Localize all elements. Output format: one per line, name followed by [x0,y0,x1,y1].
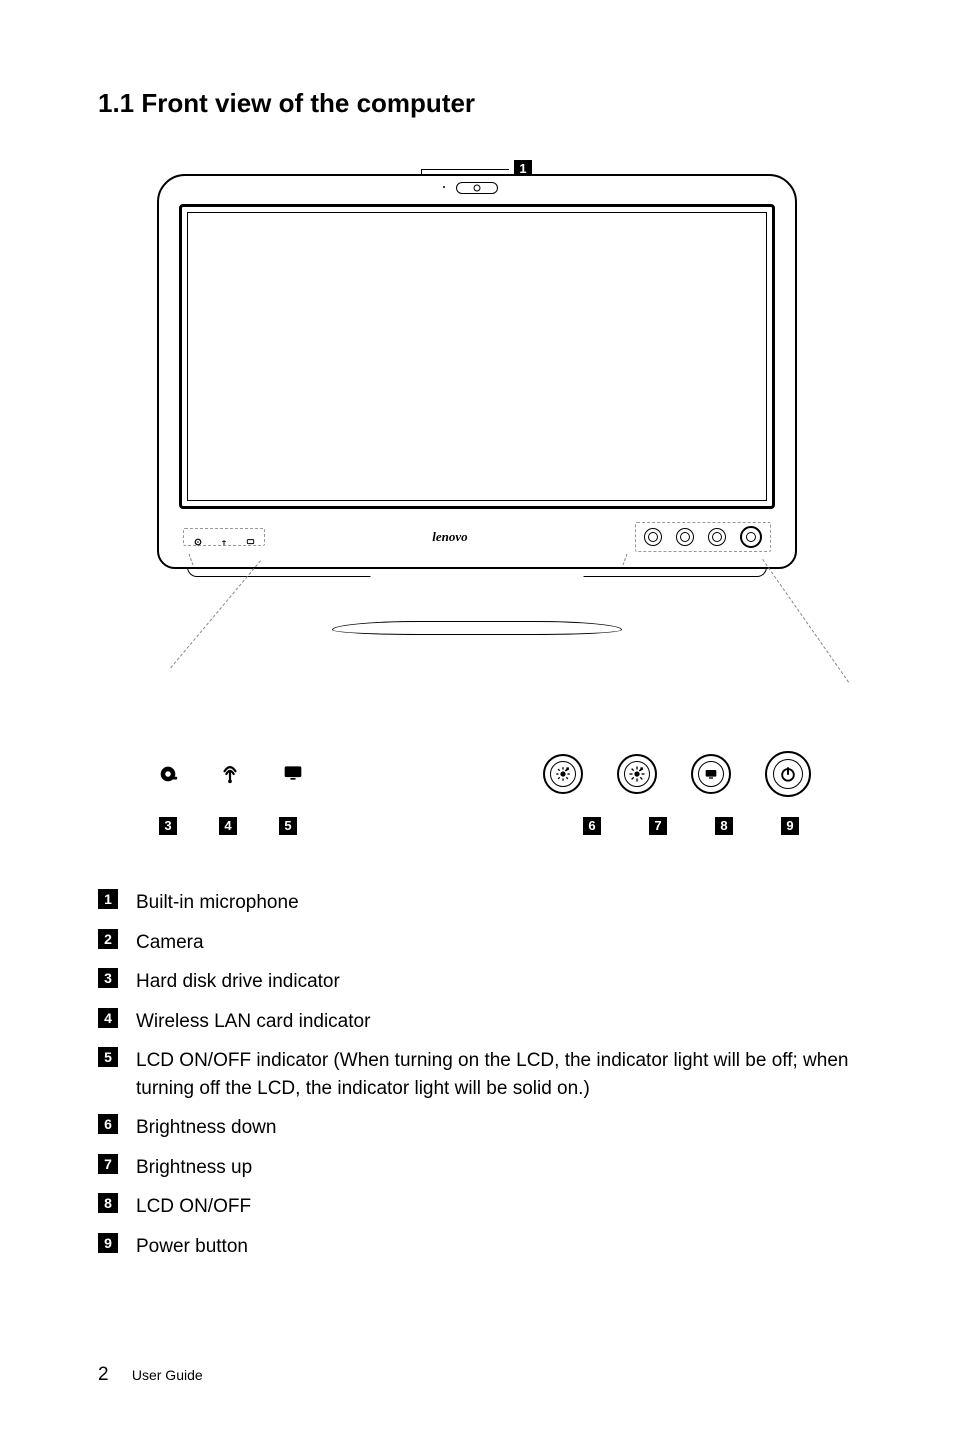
brightness-up-icon [617,754,657,794]
brightness-down-button-icon [644,528,662,546]
legend-text: Hard disk drive indicator [136,968,340,996]
hdd-indicator-icon [194,533,202,541]
callout-7: 7 [649,817,667,835]
callout-6: 6 [583,817,601,835]
left-indicator-group [183,528,265,546]
detail-icon-row [127,741,827,807]
legend-text: Brightness up [136,1154,252,1182]
legend-text: Brightness down [136,1114,276,1142]
right-button-group [635,522,771,552]
screen-bezel [179,204,775,509]
lcd-onoff-button-icon [708,528,726,546]
legend-text: Power button [136,1233,248,1261]
brightness-down-icon [543,754,583,794]
page-number: 2 [98,1364,109,1385]
legend-num: 6 [98,1114,118,1134]
monitor-area: lenovo [127,159,827,719]
callout-3: 3 [159,817,177,835]
callout-9: 9 [781,817,799,835]
legend-list: 1 Built-in microphone 2 Camera 3 Hard di… [98,889,856,1260]
legend-item: 3 Hard disk drive indicator [98,968,856,996]
stand-base [332,621,622,635]
callout-row-right: 6 7 8 9 [583,817,817,835]
legend-num: 9 [98,1233,118,1253]
callout-4: 4 [219,817,237,835]
power-button-icon [740,526,762,548]
monitor-body: lenovo [157,174,797,569]
legend-text: LCD ON/OFF [136,1193,251,1221]
callout-row-left: 3 4 5 [137,817,297,835]
callout-number-row: 3 4 5 6 7 8 9 [127,817,827,835]
front-view-diagram: 1 2 [127,159,827,835]
legend-num: 4 [98,1008,118,1028]
legend-num: 3 [98,968,118,988]
power-icon [765,751,811,797]
legend-num: 7 [98,1154,118,1174]
legend-text: Wireless LAN card indicator [136,1008,370,1036]
projection-line [762,559,849,682]
page-footer: 2 User Guide [98,1364,203,1386]
legend-item: 6 Brightness down [98,1114,856,1142]
page: 1.1 Front view of the computer 1 2 [0,0,954,1452]
footer-label: User Guide [132,1367,203,1383]
legend-text: Camera [136,929,204,957]
legend-item: 1 Built-in microphone [98,889,856,917]
legend-item: 7 Brightness up [98,1154,856,1182]
brand-logo: lenovo [432,529,467,545]
legend-num: 8 [98,1193,118,1213]
legend-item: 8 LCD ON/OFF [98,1193,856,1221]
wifi-icon [219,763,241,785]
hdd-icon [157,763,179,785]
legend-text: Built-in microphone [136,889,299,917]
legend-num: 2 [98,929,118,949]
detail-right-group [543,751,817,797]
legend-num: 5 [98,1047,118,1067]
section-heading: 1.1 Front view of the computer [98,88,856,119]
brightness-up-button-icon [676,528,694,546]
wifi-indicator-icon [220,533,228,541]
callout-5: 5 [279,817,297,835]
legend-item: 5 LCD ON/OFF indicator (When turning on … [98,1047,856,1102]
legend-item: 9 Power button [98,1233,856,1261]
legend-item: 2 Camera [98,929,856,957]
legend-num: 1 [98,889,118,909]
detail-left-group [137,763,303,785]
lcd-onoff-icon [691,754,731,794]
microphone-dot [443,186,445,188]
camera-notch [456,182,498,194]
callout-8: 8 [715,817,733,835]
legend-text: LCD ON/OFF indicator (When turning on th… [136,1047,856,1102]
legend-item: 4 Wireless LAN card indicator [98,1008,856,1036]
monitor-bottom-bar: lenovo [179,517,775,557]
lcd-indicator-icon [246,533,254,541]
screen-area [187,212,767,501]
lcd-icon [281,763,303,785]
